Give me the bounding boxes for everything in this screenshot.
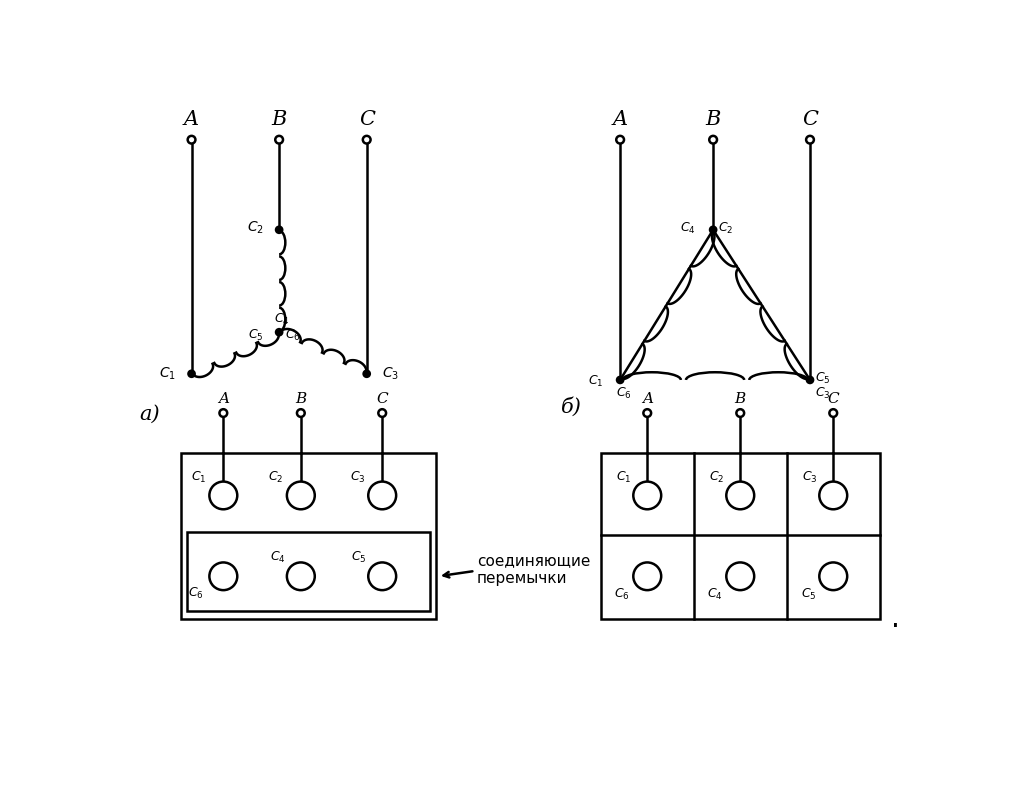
Circle shape: [806, 136, 814, 143]
Text: $C_3$: $C_3$: [802, 470, 818, 485]
Circle shape: [187, 136, 196, 143]
Text: б): б): [561, 397, 582, 417]
Circle shape: [209, 482, 238, 509]
Text: B: B: [295, 392, 306, 406]
Text: $C_4$: $C_4$: [708, 587, 723, 603]
Circle shape: [297, 409, 305, 417]
Circle shape: [617, 377, 624, 383]
Text: $C_3$: $C_3$: [349, 470, 366, 485]
Text: $C_4$: $C_4$: [269, 550, 286, 565]
Circle shape: [369, 562, 396, 590]
Circle shape: [276, 227, 283, 233]
Text: $C_1$: $C_1$: [190, 470, 206, 485]
Bar: [601, 453, 880, 619]
Text: $C_5$: $C_5$: [801, 587, 816, 603]
Circle shape: [276, 329, 283, 335]
Circle shape: [829, 409, 838, 417]
Circle shape: [616, 136, 624, 143]
Circle shape: [819, 562, 847, 590]
Text: C: C: [827, 392, 839, 406]
Circle shape: [726, 562, 755, 590]
Circle shape: [275, 136, 283, 143]
Circle shape: [378, 409, 386, 417]
Text: $C_4$: $C_4$: [274, 312, 290, 327]
Text: $C_6$: $C_6$: [286, 328, 301, 343]
Circle shape: [710, 227, 716, 233]
Circle shape: [287, 482, 314, 509]
Text: $C_6$: $C_6$: [188, 585, 204, 601]
Text: A: A: [612, 110, 628, 129]
Circle shape: [736, 409, 744, 417]
Text: A: A: [642, 392, 652, 406]
Text: A: A: [184, 110, 199, 129]
Text: C: C: [377, 392, 388, 406]
Text: перемычки: перемычки: [477, 571, 567, 586]
Circle shape: [219, 409, 227, 417]
Text: а): а): [139, 405, 160, 424]
Text: B: B: [706, 110, 721, 129]
Text: $C_2$: $C_2$: [718, 221, 733, 236]
Text: $C_3$: $C_3$: [815, 386, 830, 402]
Circle shape: [362, 136, 371, 143]
Bar: [187, 532, 430, 611]
Text: $C_6$: $C_6$: [616, 386, 632, 402]
Circle shape: [188, 371, 195, 377]
Circle shape: [633, 562, 662, 590]
Circle shape: [819, 482, 847, 509]
Text: $C_1$: $C_1$: [588, 374, 603, 389]
Text: .: .: [891, 604, 900, 633]
Bar: [180, 453, 436, 619]
Text: соединяющие: соединяющие: [477, 554, 590, 569]
Text: $C_2$: $C_2$: [247, 220, 263, 237]
Text: $C_2$: $C_2$: [268, 470, 284, 485]
Text: $C_1$: $C_1$: [159, 366, 176, 382]
Text: C: C: [802, 110, 818, 129]
Circle shape: [369, 482, 396, 509]
Text: B: B: [734, 392, 745, 406]
Circle shape: [633, 482, 662, 509]
Text: $C_6$: $C_6$: [614, 587, 630, 603]
Circle shape: [710, 136, 717, 143]
Text: $C_2$: $C_2$: [710, 470, 725, 485]
Text: $C_5$: $C_5$: [248, 328, 263, 343]
Circle shape: [364, 371, 370, 377]
Circle shape: [287, 562, 314, 590]
Text: C: C: [358, 110, 375, 129]
Circle shape: [643, 409, 651, 417]
Text: $C_5$: $C_5$: [351, 550, 367, 565]
Circle shape: [807, 377, 813, 383]
Text: $C_3$: $C_3$: [382, 366, 399, 382]
Text: $C_1$: $C_1$: [616, 470, 632, 485]
Circle shape: [209, 562, 238, 590]
Text: B: B: [271, 110, 287, 129]
Text: $C_5$: $C_5$: [815, 371, 830, 386]
Text: $C_4$: $C_4$: [680, 221, 696, 236]
Text: A: A: [218, 392, 228, 406]
Circle shape: [726, 482, 755, 509]
